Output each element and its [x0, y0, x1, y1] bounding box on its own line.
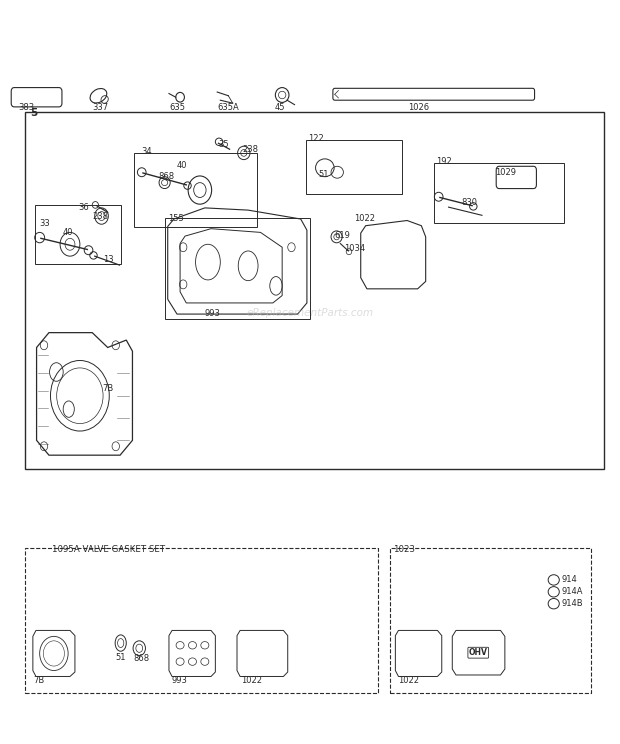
Text: 34: 34 — [142, 147, 153, 156]
Text: 51: 51 — [319, 170, 329, 179]
Text: 5: 5 — [30, 108, 37, 118]
Text: 7B: 7B — [33, 676, 44, 685]
Text: 868: 868 — [133, 654, 149, 663]
Text: 238: 238 — [242, 145, 258, 155]
Text: 51: 51 — [115, 652, 126, 661]
Text: 1026: 1026 — [408, 103, 429, 112]
Text: 45: 45 — [275, 103, 285, 112]
Text: 1029: 1029 — [495, 168, 516, 177]
Text: 830: 830 — [461, 198, 477, 207]
Text: 993: 993 — [172, 676, 187, 685]
Text: 1034: 1034 — [344, 244, 365, 253]
Text: OHV: OHV — [469, 648, 488, 657]
Text: 868: 868 — [159, 172, 175, 181]
Text: 1022: 1022 — [398, 676, 419, 685]
Text: 1022: 1022 — [355, 214, 376, 223]
Text: 1095A VALVE GASKET SET: 1095A VALVE GASKET SET — [52, 545, 166, 554]
Text: 383: 383 — [18, 103, 34, 112]
Text: 914A: 914A — [561, 587, 583, 596]
Text: 914B: 914B — [561, 599, 583, 608]
Text: 13: 13 — [103, 255, 113, 264]
Text: eReplacementParts.com: eReplacementParts.com — [246, 307, 374, 318]
Text: 40: 40 — [63, 228, 73, 237]
Text: 40: 40 — [177, 161, 187, 170]
Text: 1023: 1023 — [394, 545, 415, 554]
Text: 122: 122 — [308, 134, 324, 144]
Text: 993: 993 — [205, 309, 221, 318]
Text: 7B: 7B — [102, 384, 113, 393]
Text: 619: 619 — [335, 231, 351, 240]
Text: 1022: 1022 — [241, 676, 262, 685]
Text: 635A: 635A — [217, 103, 239, 112]
Text: 155: 155 — [168, 214, 184, 223]
Text: 238: 238 — [92, 211, 108, 220]
Text: 36: 36 — [79, 203, 89, 212]
Text: 337: 337 — [92, 103, 108, 112]
Text: 192: 192 — [436, 156, 452, 166]
Text: 914: 914 — [561, 575, 577, 584]
Text: 35: 35 — [218, 140, 229, 150]
Text: 33: 33 — [39, 219, 50, 228]
Text: 635: 635 — [169, 103, 185, 112]
